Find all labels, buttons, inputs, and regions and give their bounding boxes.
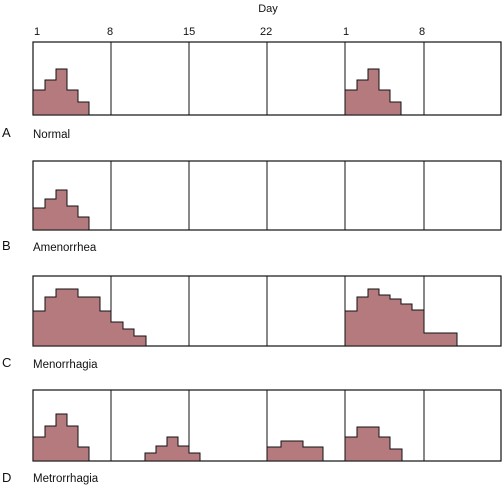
bleeding-episode	[344, 68, 402, 116]
panel-amenorrhea: B Amenorrhea	[2, 160, 502, 254]
bleeding-episode	[344, 426, 403, 462]
bleeding-episode	[32, 413, 90, 462]
panel-letter: C	[2, 355, 11, 370]
panel-normal: A Normal	[2, 41, 502, 141]
panel-letter: A	[2, 125, 11, 140]
panel-metrorrhagia: D Metrorrhagia	[2, 389, 502, 485]
tick-day-22: 22	[260, 26, 272, 38]
bleeding-episode	[344, 288, 458, 347]
panel-letter: B	[2, 238, 11, 253]
panel-label: Amenorrhea	[33, 242, 97, 254]
tick-day-1: 1	[34, 26, 40, 38]
axis-title: Day	[258, 3, 278, 15]
panel-label: Normal	[33, 129, 70, 141]
bleeding-episode	[32, 68, 90, 116]
panel-menorrhagia: C Menorrhagia	[2, 275, 502, 371]
tick-day-8-next-cycle: 8	[419, 26, 425, 38]
panel-label: Menorrhagia	[33, 359, 98, 371]
bleeding-episode	[266, 440, 324, 462]
day-ticks: 1 8 15 22 1 8	[34, 26, 425, 38]
panel-label: Metrorrhagia	[33, 473, 99, 485]
tick-day-8: 8	[107, 26, 113, 38]
bleeding-episode	[144, 436, 201, 462]
tick-day-15: 15	[183, 26, 195, 38]
panel-letter: D	[2, 470, 11, 485]
tick-day-1-next-cycle: 1	[343, 26, 349, 38]
bleeding-episode	[32, 189, 90, 231]
bleeding-episode	[32, 288, 147, 347]
